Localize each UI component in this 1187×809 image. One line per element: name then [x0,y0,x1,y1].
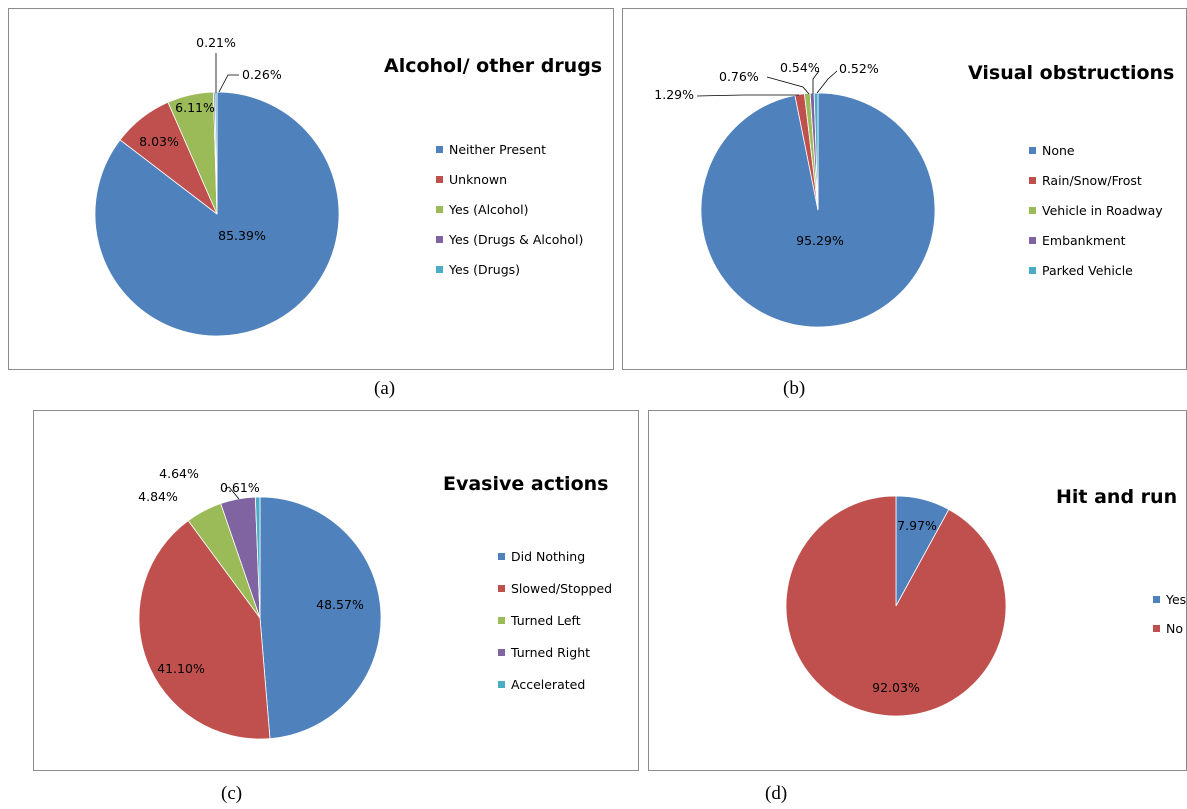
legend-swatch-yes-alcohol [436,206,443,213]
legend-swatch-yes [1153,596,1160,603]
legend-swatch-embankment [1029,237,1036,244]
pie-slices [94,91,340,337]
pie-chart-visual-obstructions: Visual obstructions 95.29% 1.29% 0.76% 0.54… [654,60,1174,328]
data-label-turned-right: 4.64% [159,466,199,481]
legend-swatch-accelerated [498,681,505,688]
legend-label-yes: Yes [1165,592,1186,607]
data-label-embankment: 0.54% [780,60,820,75]
caption-a: (a) [374,378,396,399]
leader-line-yes-drugs [218,74,239,93]
legend-label-turned-left: Turned Left [510,613,581,628]
caption-b: (b) [783,378,806,399]
pie-slice-slowed-stopped [138,520,271,740]
legend-swatch-turned-right [498,649,505,656]
data-label-unknown: 8.03% [139,134,179,149]
legend: Yes No [1153,592,1186,636]
legend-label-did-nothing: Did Nothing [511,549,585,564]
legend-label-neither-present: Neither Present [449,142,546,157]
data-label-turned-left: 4.84% [138,489,178,504]
pie-slice-accelerated [254,496,261,619]
chart-panel-visual-obstructions: Visual obstructions 95.29% 1.29% 0.76% 0.54… [622,8,1187,370]
legend-swatch-parked-vehicle [1029,267,1036,274]
data-label-accelerated: 0.61% [220,480,260,495]
legend-swatch-vehicle-in-roadway [1029,207,1036,214]
pie-slices [138,496,382,740]
data-label-neither-present: 85.39% [218,228,266,243]
pie-chart-evasive-actions: Evasive actions 48.57% 41.10% 4.84% 4.64% 0.… [138,466,612,740]
pie-slices [700,92,936,328]
pie-slice-parked-vehicle [813,92,819,211]
legend-swatch-yes-drugs-alcohol [436,236,443,243]
legend-label-slowed-stopped: Slowed/Stopped [511,581,612,596]
legend-label-parked-vehicle: Parked Vehicle [1042,263,1133,278]
legend: Neither Present Unknown Yes (Alcohol) Yes (… [436,142,583,277]
legend-label-accelerated: Accelerated [511,677,585,692]
data-labels: 85.39% 8.03% 6.11% 0.21% 0.26% [139,35,282,243]
pie-chart-hit-and-run: Hit and run 7.97% 92.03% Yes No [785,486,1186,717]
legend-swatch-no [1153,625,1160,632]
chart-title: Hit and run [1056,486,1177,508]
legend-label-rain-snow-frost: Rain/Snow/Frost [1042,173,1142,188]
pie-chart-alcohol: Alcohol/ other drugs 85.39% 8.03% 6.11% 0.2… [94,35,602,337]
data-label-yes-drugs-alcohol: 0.21% [196,35,236,50]
legend-label-no: No [1166,621,1183,636]
leader-line-accelerated [224,486,240,500]
legend-swatch-turned-left [498,617,505,624]
legend-swatch-rain-snow-frost [1029,177,1036,184]
data-label-no: 92.03% [872,680,920,695]
chart-title: Alcohol/ other drugs [384,55,602,77]
leader-line-vehicle-in-roadway [766,76,810,95]
data-label-none: 95.29% [796,233,844,248]
data-label-slowed-stopped: 41.10% [157,661,205,676]
legend-label-vehicle-in-roadway: Vehicle in Roadway [1042,203,1163,218]
chart-title: Visual obstructions [968,62,1174,84]
data-label-yes-drugs: 0.26% [242,67,282,82]
legend-label-embankment: Embankment [1042,233,1126,248]
legend-swatch-none [1029,147,1036,154]
data-label-yes: 7.97% [897,518,937,533]
chart-panel-alcohol: Alcohol/ other drugs 85.39% 8.03% 6.11% 0.2… [8,8,614,370]
data-labels: 95.29% 1.29% 0.76% 0.54% 0.52% [654,60,879,248]
legend-swatch-yes-drugs [436,266,443,273]
leader-lines [215,53,239,93]
chart-title: Evasive actions [443,473,608,495]
legend: None Rain/Snow/Frost Vehicle in Roadway Emb… [1029,143,1163,278]
data-label-parked-vehicle: 0.52% [839,61,879,76]
legend-label-none: None [1042,143,1075,158]
legend: Did Nothing Slowed/Stopped Turned Left Turn… [498,549,612,692]
leader-line-parked-vehicle [816,70,838,94]
leader-lines [224,486,240,500]
legend-swatch-unknown [436,176,443,183]
legend-swatch-slowed-stopped [498,585,505,592]
data-labels: 7.97% 92.03% [872,518,937,695]
data-label-rain-snow-frost: 1.29% [654,87,694,102]
data-label-vehicle-in-roadway: 0.76% [719,69,759,84]
legend-swatch-did-nothing [498,553,505,560]
leader-line-embankment [812,70,820,94]
legend-label-yes-drugs: Yes (Drugs) [448,262,520,277]
pie-slices [785,495,1007,717]
legend-label-unknown: Unknown [449,172,507,187]
legend-swatch-neither-present [436,146,443,153]
leader-lines [696,70,838,97]
data-label-yes-alcohol: 6.11% [175,100,215,115]
legend-label-yes-alcohol: Yes (Alcohol) [448,202,529,217]
legend-label-yes-drugs-alcohol: Yes (Drugs & Alcohol) [448,232,583,247]
legend-label-turned-right: Turned Right [510,645,590,660]
pie-slice-no [785,495,1007,717]
leader-line-rain-snow-frost [696,94,799,97]
caption-c: (c) [221,783,243,804]
chart-panel-evasive-actions: Evasive actions 48.57% 41.10% 4.84% 4.64% 0.… [33,410,639,771]
data-labels: 48.57% 41.10% 4.84% 4.64% 0.61% [138,466,364,676]
chart-panel-hit-and-run: Hit and run 7.97% 92.03% Yes No [648,410,1187,771]
data-label-did-nothing: 48.57% [316,597,364,612]
caption-d: (d) [765,783,788,804]
pie-slice-did-nothing [259,496,382,740]
